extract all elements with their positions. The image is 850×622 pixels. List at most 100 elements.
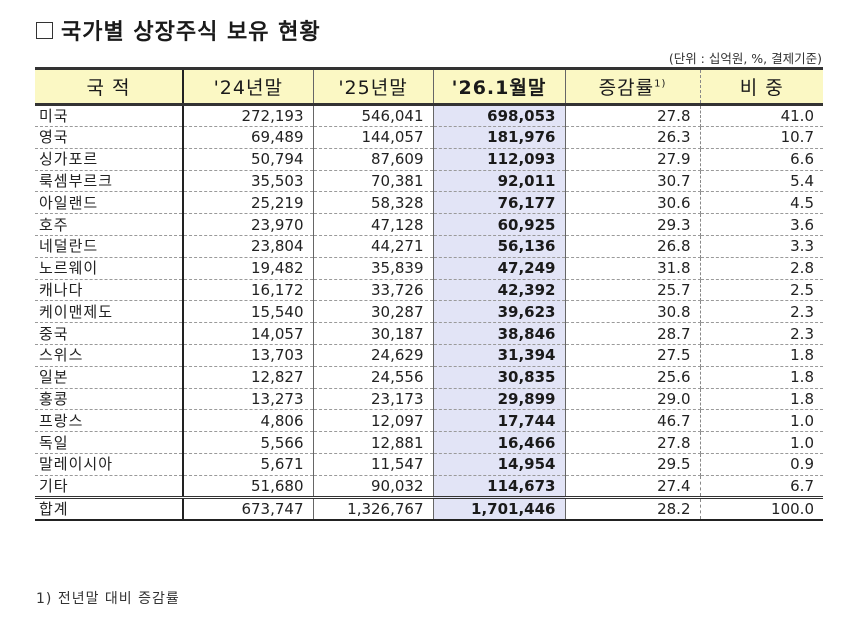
header-growth-label: 증감률 (598, 77, 655, 99)
share-cell: 2.3 (700, 322, 823, 345)
value-2025-cell: 70,381 (313, 170, 434, 193)
value-2025-cell: 30,287 (313, 300, 434, 324)
growth-rate-cell: 31.8 (565, 257, 701, 280)
value-2025-cell: 12,097 (313, 409, 434, 433)
country-cell: 일본 (35, 366, 184, 389)
table-row: 미국 272,193 546,041 698,053 27.8 41.0 (35, 104, 823, 127)
header-share: 비 중 (700, 67, 823, 106)
growth-rate-cell: 27.5 (565, 344, 701, 367)
value-2025-cell: 1,326,767 (313, 495, 434, 521)
growth-rate-cell: 26.3 (565, 126, 701, 149)
table-row: 노르웨이 19,482 35,839 47,249 31.8 2.8 (35, 257, 823, 280)
growth-rate-cell: 27.9 (565, 148, 701, 171)
header-growth: 증감률1) (565, 67, 701, 106)
growth-rate-cell: 25.7 (565, 279, 701, 302)
value-2026-jan-cell: 17,744 (433, 409, 566, 433)
value-2025-cell: 90,032 (313, 475, 434, 498)
value-2025-cell: 144,057 (313, 126, 434, 149)
title-text: 국가별 상장주식 보유 현황 (61, 20, 321, 45)
table-row: 캐나다 16,172 33,726 42,392 25.7 2.5 (35, 279, 823, 302)
country-cell: 합계 (35, 495, 184, 521)
value-2024-cell: 13,273 (183, 388, 314, 411)
country-cell: 말레이시아 (35, 453, 184, 476)
value-2024-cell: 12,827 (183, 366, 314, 389)
growth-rate-cell: 27.8 (565, 104, 701, 127)
country-cell: 프랑스 (35, 409, 184, 433)
country-cell: 홍콩 (35, 388, 184, 411)
value-2025-cell: 35,839 (313, 257, 434, 280)
value-2024-cell: 673,747 (183, 495, 314, 521)
value-2025-cell: 24,629 (313, 344, 434, 367)
value-2025-cell: 33,726 (313, 279, 434, 302)
country-cell: 영국 (35, 126, 184, 149)
share-cell: 2.8 (700, 257, 823, 280)
share-cell: 6.6 (700, 148, 823, 171)
share-cell: 6.7 (700, 475, 823, 498)
value-2026-jan-cell: 14,954 (433, 453, 566, 476)
value-2026-jan-cell: 698,053 (433, 104, 566, 127)
growth-rate-cell: 27.4 (565, 475, 701, 498)
growth-rate-cell: 28.7 (565, 322, 701, 345)
value-2026-jan-cell: 29,899 (433, 388, 566, 411)
value-2026-jan-cell: 60,925 (433, 213, 566, 236)
table-row: 말레이시아 5,671 11,547 14,954 29.5 0.9 (35, 453, 823, 476)
footnote: 1) 전년말 대비 증감률 (36, 591, 180, 607)
growth-rate-cell: 28.2 (565, 495, 701, 521)
value-2026-jan-cell: 42,392 (433, 279, 566, 302)
header-2026-jan: '26.1월말 (433, 67, 566, 106)
country-cell: 중국 (35, 322, 184, 345)
unit-note: (단위 : 십억원, %, 결제기준) (668, 51, 822, 66)
checkbox-square-icon (36, 21, 53, 39)
value-2024-cell: 16,172 (183, 279, 314, 302)
share-cell: 100.0 (700, 495, 823, 521)
header-2024: '24년말 (183, 67, 314, 106)
table-row: 싱가포르 50,794 87,609 112,093 27.9 6.6 (35, 148, 823, 171)
growth-rate-cell: 30.6 (565, 191, 701, 215)
country-cell: 노르웨이 (35, 257, 184, 280)
value-2024-cell: 50,794 (183, 148, 314, 171)
share-cell: 2.5 (700, 279, 823, 302)
value-2024-cell: 23,804 (183, 235, 314, 258)
share-cell: 1.0 (700, 431, 823, 454)
table-row: 네덜란드 23,804 44,271 56,136 26.8 3.3 (35, 235, 823, 258)
value-2026-jan-cell: 39,623 (433, 300, 566, 324)
value-2024-cell: 35,503 (183, 170, 314, 193)
country-cell: 호주 (35, 213, 184, 236)
total-row: 합계 673,747 1,326,767 1,701,446 28.2 100.0 (35, 495, 823, 521)
value-2025-cell: 87,609 (313, 148, 434, 171)
share-cell: 3.6 (700, 213, 823, 236)
share-cell: 0.9 (700, 453, 823, 476)
value-2024-cell: 51,680 (183, 475, 314, 498)
value-2026-jan-cell: 92,011 (433, 170, 566, 193)
value-2024-cell: 5,566 (183, 431, 314, 454)
value-2025-cell: 11,547 (313, 453, 434, 476)
country-cell: 아일랜드 (35, 191, 184, 215)
share-cell: 4.5 (700, 191, 823, 215)
share-cell: 5.4 (700, 170, 823, 193)
value-2026-jan-cell: 1,701,446 (433, 495, 566, 521)
table-row: 영국 69,489 144,057 181,976 26.3 10.7 (35, 126, 823, 149)
value-2026-jan-cell: 181,976 (433, 126, 566, 149)
share-cell: 1.8 (700, 344, 823, 367)
table-row: 중국 14,057 30,187 38,846 28.7 2.3 (35, 322, 823, 345)
value-2026-jan-cell: 56,136 (433, 235, 566, 258)
country-cell: 캐나다 (35, 279, 184, 302)
value-2026-jan-cell: 114,673 (433, 475, 566, 498)
share-cell: 1.8 (700, 388, 823, 411)
country-cell: 기타 (35, 475, 184, 498)
value-2025-cell: 47,128 (313, 213, 434, 236)
country-cell: 스위스 (35, 344, 184, 367)
header-row: 국 적 '24년말 '25년말 '26.1월말 증감률1) 비 중 (35, 67, 823, 106)
share-cell: 10.7 (700, 126, 823, 149)
value-2024-cell: 14,057 (183, 322, 314, 345)
growth-rate-cell: 29.3 (565, 213, 701, 236)
value-2026-jan-cell: 112,093 (433, 148, 566, 171)
table-row: 기타 51,680 90,032 114,673 27.4 6.7 (35, 475, 823, 498)
growth-rate-cell: 26.8 (565, 235, 701, 258)
country-cell: 룩셈부르크 (35, 170, 184, 193)
share-cell: 41.0 (700, 104, 823, 127)
header-2025: '25년말 (313, 67, 434, 106)
value-2026-jan-cell: 38,846 (433, 322, 566, 345)
value-2025-cell: 30,187 (313, 322, 434, 345)
value-2024-cell: 25,219 (183, 191, 314, 215)
